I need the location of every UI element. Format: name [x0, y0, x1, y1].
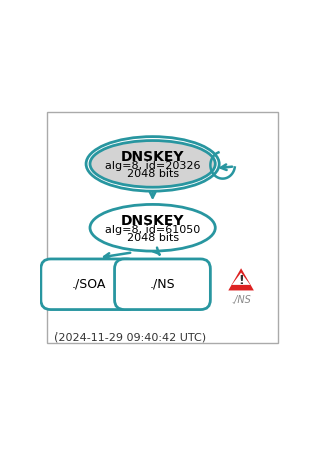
Text: alg=8, id=20326: alg=8, id=20326 [105, 161, 200, 171]
Polygon shape [232, 272, 250, 285]
Text: ./NS: ./NS [231, 295, 251, 305]
Text: ./NS: ./NS [150, 278, 175, 291]
Text: ./SOA: ./SOA [72, 278, 106, 291]
Text: (2024-11-29 09:40:42 UTC): (2024-11-29 09:40:42 UTC) [55, 332, 206, 342]
Text: 2048 bits: 2048 bits [126, 169, 179, 179]
Text: DNSKEY: DNSKEY [121, 214, 184, 228]
Polygon shape [228, 268, 254, 290]
Text: 2048 bits: 2048 bits [126, 233, 179, 243]
Ellipse shape [90, 141, 215, 187]
Text: !: ! [238, 274, 244, 287]
Text: alg=8, id=61050: alg=8, id=61050 [105, 225, 200, 235]
FancyBboxPatch shape [41, 259, 137, 309]
Ellipse shape [90, 204, 215, 251]
FancyBboxPatch shape [114, 259, 210, 309]
Text: .: . [55, 326, 58, 336]
Text: DNSKEY: DNSKEY [121, 151, 184, 165]
